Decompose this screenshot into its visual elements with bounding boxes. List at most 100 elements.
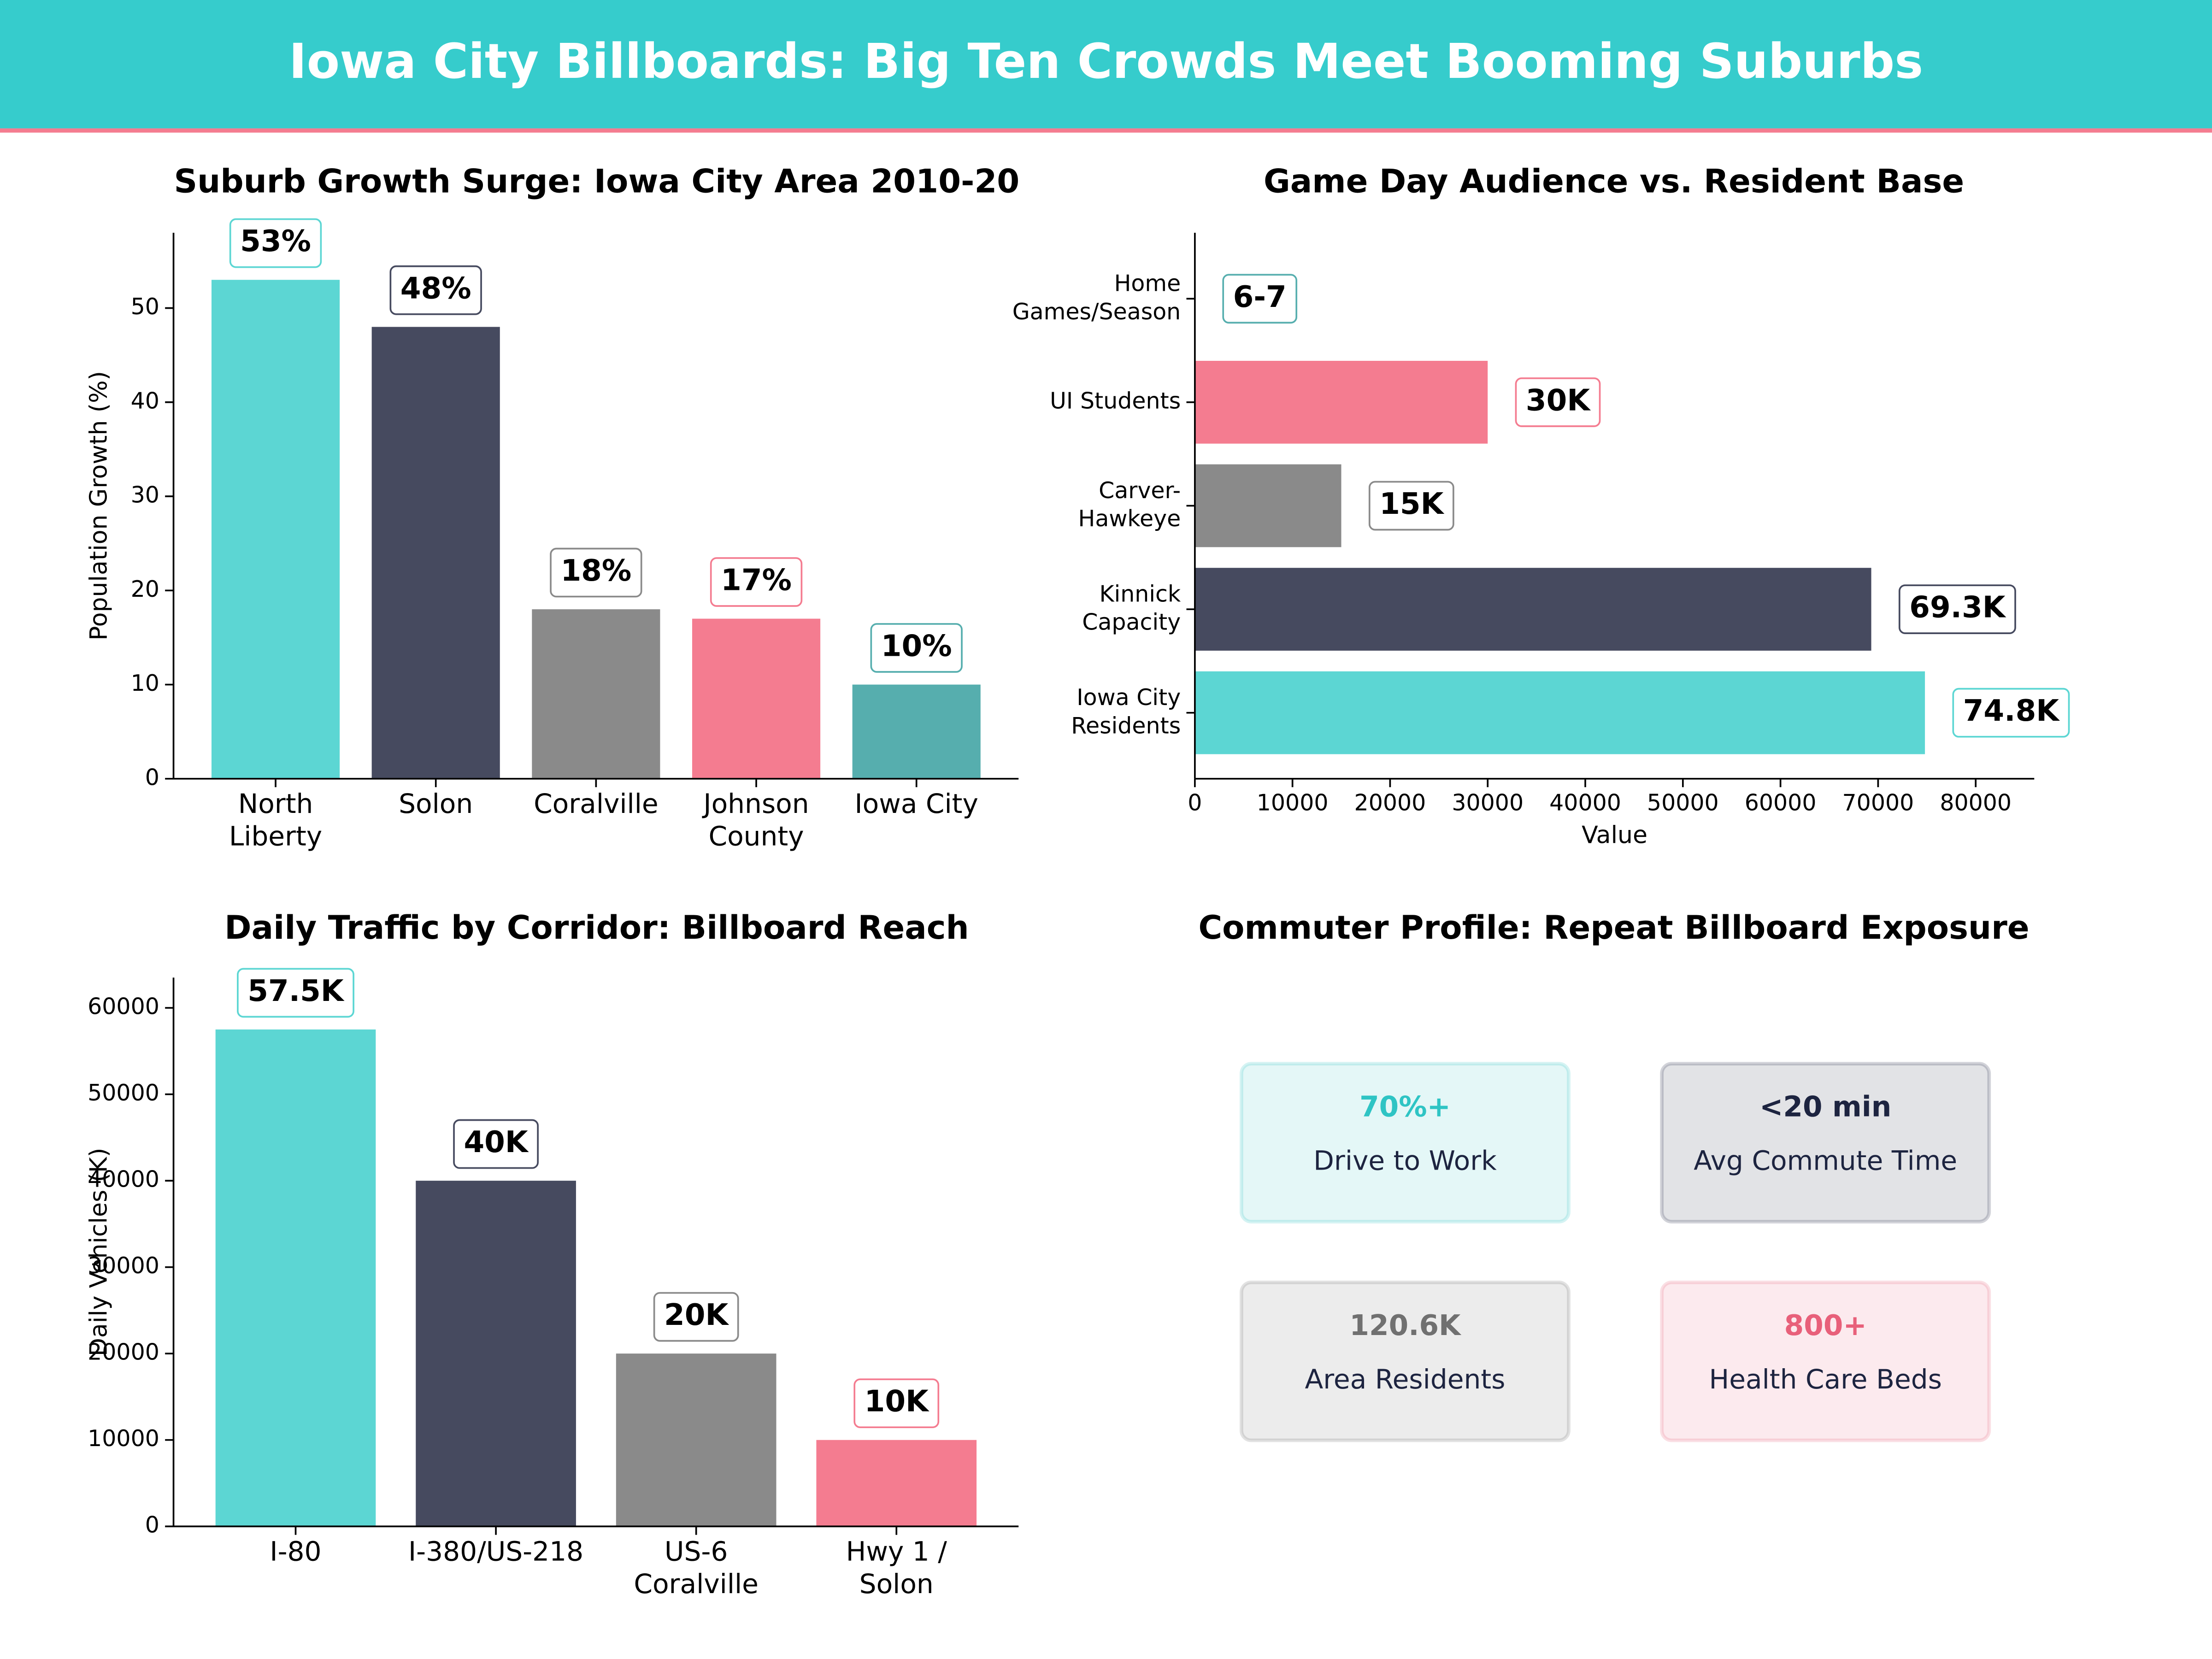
- y-axis-label: Daily Vehicles (K): [85, 1148, 112, 1357]
- value-label-box: [1952, 688, 2070, 738]
- value-label: 10K: [865, 1384, 930, 1419]
- value-label: 10%: [881, 629, 952, 664]
- x-tick-label: 30000: [1452, 789, 1524, 816]
- value-label-group: 74.8K: [1952, 688, 2070, 738]
- kpi-title: Commuter Profile: Repeat Billboard Expos…: [1198, 909, 2029, 947]
- value-label-group: 18%: [550, 547, 642, 598]
- y-tick-label: 50: [131, 294, 159, 320]
- y-tick-label: 50000: [88, 1080, 159, 1106]
- value-label-box: [710, 557, 803, 607]
- y-tick-label: 30: [131, 482, 159, 508]
- x-tick-label: 80000: [1940, 789, 2012, 816]
- kpi-value: <20 min: [1759, 1091, 1891, 1124]
- value-label-box: [1222, 274, 1298, 324]
- bar: [211, 280, 340, 779]
- value-label: 6-7: [1233, 280, 1287, 314]
- bar: [816, 1440, 977, 1527]
- x-tick-label: Coralville: [534, 788, 659, 819]
- value-label-group: 10K: [853, 1378, 940, 1429]
- value-label-box: [237, 968, 354, 1018]
- value-label-box: [550, 547, 642, 598]
- value-label-group: 53%: [229, 218, 322, 268]
- x-axis-label: Value: [1582, 821, 1647, 849]
- x-tick-label: 10000: [1257, 789, 1329, 816]
- value-label-box: [870, 623, 963, 673]
- kpi-card: [1240, 1062, 1571, 1224]
- x-tick-label: US-6 Coralville: [634, 1536, 759, 1600]
- kpi-label: Health Care Beds: [1709, 1364, 1941, 1395]
- y-tick-label: 10: [131, 670, 159, 696]
- x-tick-label: 20000: [1354, 789, 1426, 816]
- x-tick-label: Iowa City: [854, 788, 978, 819]
- bar: [416, 1181, 576, 1527]
- kpi-label: Avg Commute Time: [1694, 1145, 1957, 1177]
- bar: [1194, 671, 1925, 754]
- value-label-group: 30K: [1515, 377, 1601, 427]
- value-label-group: 69.3K: [1898, 584, 2016, 634]
- bar: [532, 609, 660, 779]
- x-tick-label: 40000: [1549, 789, 1621, 816]
- y-tick-label: UI Students: [1050, 388, 1181, 414]
- value-label-box: [389, 265, 482, 315]
- value-label: 20K: [664, 1298, 729, 1332]
- y-tick-label: Kinnick Capacity: [1082, 581, 1181, 635]
- value-label: 53%: [240, 224, 311, 259]
- x-tick-label: Solon: [399, 788, 473, 819]
- value-label-group: 40K: [453, 1119, 539, 1169]
- value-label: 57.5K: [247, 974, 345, 1008]
- y-tick-label: Home Games/Season: [1012, 270, 1181, 324]
- x-tick-label: 70000: [1842, 789, 1914, 816]
- bar: [1194, 568, 1871, 651]
- header-band: [0, 0, 2212, 129]
- y-tick-label: 40000: [88, 1166, 159, 1193]
- value-label-box: [1368, 481, 1454, 531]
- kpi-value: 800+: [1784, 1309, 1867, 1342]
- kpi-card: [1660, 1062, 1991, 1224]
- value-label-box: [853, 1378, 940, 1429]
- value-label: 30K: [1526, 383, 1591, 418]
- x-tick-label: Johnson County: [701, 788, 809, 852]
- bar: [371, 327, 500, 779]
- value-label-box: [229, 218, 322, 268]
- kpi-label: Drive to Work: [1313, 1145, 1497, 1177]
- value-label: 18%: [560, 553, 631, 588]
- value-label: 69.3K: [1909, 590, 2006, 625]
- bar: [616, 1353, 777, 1527]
- value-label-group: 48%: [389, 265, 482, 315]
- y-tick-label: 0: [145, 764, 159, 790]
- y-tick-label: Carver-Hawkeye: [1078, 477, 1181, 531]
- value-label-box: [1515, 377, 1601, 427]
- chart-title: Daily Traffic by Corridor: Billboard Rea…: [224, 909, 969, 947]
- value-label: 15K: [1379, 487, 1444, 521]
- kpi-label: Area Residents: [1305, 1364, 1505, 1395]
- value-label-group: 10%: [870, 623, 963, 673]
- bar: [1194, 464, 1341, 547]
- x-tick-label: Hwy 1 /Solon: [846, 1536, 947, 1600]
- value-label-box: [453, 1119, 539, 1169]
- kpi-value: 70%+: [1359, 1091, 1451, 1124]
- value-label-group: 17%: [710, 557, 803, 607]
- y-tick-label: 20000: [88, 1339, 159, 1365]
- x-tick-label: I-380/US-218: [408, 1536, 583, 1567]
- chart-title: Game Day Audience vs. Resident Base: [1264, 162, 1964, 200]
- bar: [692, 618, 821, 779]
- bar: [852, 684, 981, 779]
- header-rule: [0, 128, 2212, 133]
- y-axis-label: Population Growth (%): [85, 371, 112, 641]
- y-tick-label: 40: [131, 388, 159, 414]
- x-tick-label: I-80: [270, 1536, 321, 1567]
- y-tick-label: 30000: [88, 1253, 159, 1279]
- value-label-group: 20K: [653, 1292, 739, 1342]
- x-tick-label: North Liberty: [229, 788, 322, 852]
- kpi-value: 120.6K: [1349, 1309, 1462, 1342]
- value-label: 74.8K: [1963, 694, 2060, 728]
- value-label: 48%: [400, 271, 471, 306]
- kpi-card: [1660, 1280, 1991, 1442]
- value-label-group: 15K: [1368, 481, 1454, 531]
- value-label: 17%: [721, 563, 792, 598]
- y-tick-label: 20: [131, 576, 159, 602]
- bar: [1194, 360, 1488, 444]
- value-label-group: 6-7: [1222, 274, 1298, 324]
- kpi-card: [1240, 1280, 1571, 1442]
